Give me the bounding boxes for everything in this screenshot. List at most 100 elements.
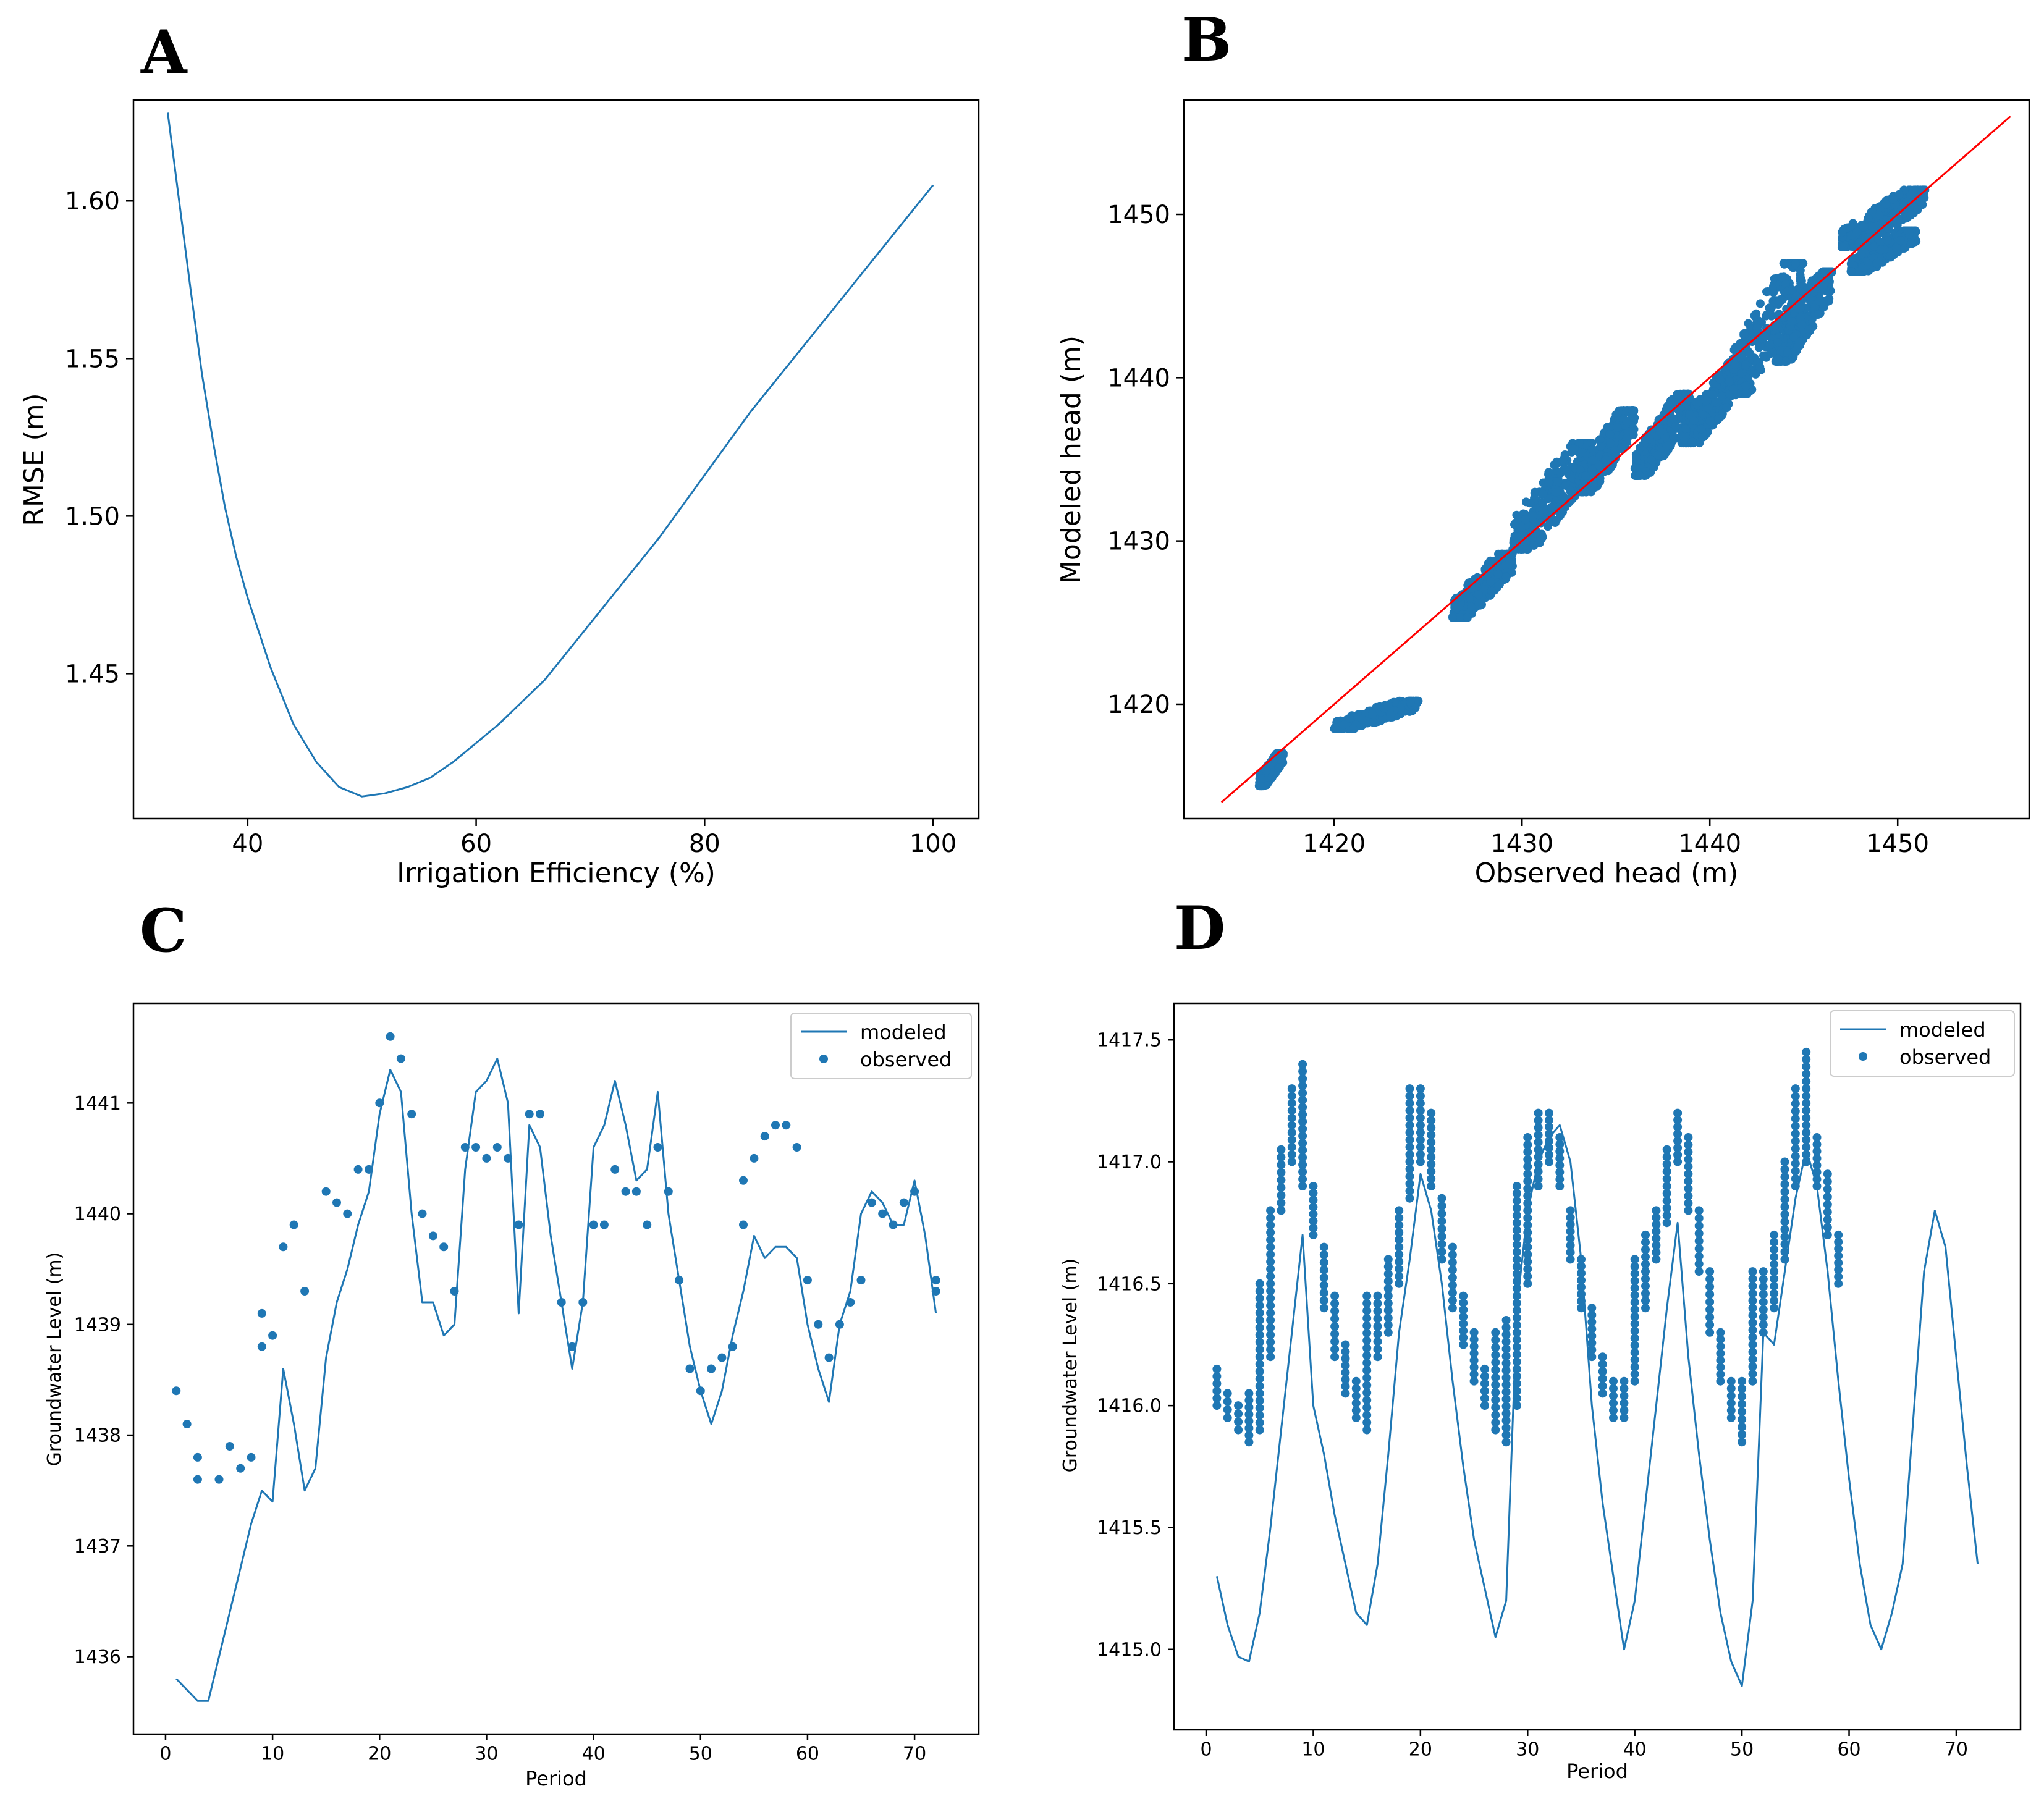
panel-d-observed-point bbox=[1545, 1136, 1553, 1145]
panel-d-observed-point bbox=[1416, 1106, 1425, 1115]
panel-d-observed-point bbox=[1770, 1245, 1779, 1254]
panel-d-observed-point bbox=[1266, 1265, 1275, 1274]
panel-b-observed-point bbox=[1358, 715, 1367, 724]
panel-d-observed-point bbox=[1341, 1375, 1350, 1384]
panel-d-xtick-label: 40 bbox=[1623, 1739, 1647, 1761]
panel-d-observed-point bbox=[1523, 1140, 1532, 1149]
panel-d-observed-point bbox=[1780, 1224, 1789, 1234]
panel-a-ytick-label: 1.50 bbox=[65, 502, 120, 531]
panel-d-observed-point bbox=[1266, 1250, 1275, 1259]
panel-d-observed-point bbox=[1255, 1381, 1264, 1391]
panel-d-observed-point bbox=[1673, 1129, 1683, 1139]
panel-b-observed-point bbox=[1739, 329, 1749, 339]
panel-d-observed-point bbox=[1309, 1210, 1318, 1219]
panel-d-observed-point bbox=[1212, 1394, 1222, 1403]
panel-b-observed-point bbox=[1773, 338, 1783, 347]
panel-d-observed-point bbox=[1823, 1223, 1832, 1232]
panel-d-observed-point bbox=[1469, 1376, 1479, 1386]
panel-b-xtick-label: 1450 bbox=[1866, 830, 1929, 858]
panel-b-observed-point bbox=[1788, 285, 1797, 295]
panel-d-observed-point bbox=[1823, 1215, 1832, 1224]
panel-c-observed-point bbox=[247, 1452, 256, 1462]
panel-c-observed-point bbox=[664, 1187, 673, 1196]
panel-d-observed-point bbox=[1716, 1335, 1725, 1344]
panel-d-observed-point bbox=[1834, 1237, 1843, 1247]
panel-d-observed-point bbox=[1620, 1391, 1629, 1401]
panel-d-observed-point bbox=[1287, 1084, 1296, 1094]
panel-d-observed-point bbox=[1791, 1159, 1800, 1168]
panel-d-observed-point bbox=[1512, 1364, 1521, 1373]
panel-d-observed-point bbox=[1523, 1206, 1532, 1215]
panel-d-observed-point bbox=[1770, 1289, 1779, 1298]
panel-d-observed-point bbox=[1534, 1116, 1543, 1125]
panel-b-observed-point bbox=[1552, 488, 1561, 497]
panel-b-observed-point bbox=[1702, 397, 1710, 406]
panel-b-observed-point bbox=[1540, 504, 1549, 513]
panel-d-observed-point bbox=[1277, 1168, 1286, 1177]
panel-d-observed-point bbox=[1555, 1174, 1565, 1184]
panel-b-observed-point bbox=[1544, 478, 1553, 487]
panel-d-observed-point bbox=[1362, 1344, 1372, 1352]
panel-d-observed-point bbox=[1566, 1248, 1575, 1257]
panel-d-observed-point bbox=[1534, 1123, 1543, 1132]
panel-d-observed-point bbox=[1748, 1296, 1757, 1305]
panel-b-observed-point bbox=[1765, 303, 1774, 313]
panel-d-observed-point bbox=[1330, 1344, 1340, 1354]
panel-d-observed-point bbox=[1255, 1418, 1264, 1427]
panel-d-observed-point bbox=[1684, 1184, 1693, 1193]
panel-b-observed-point bbox=[1796, 274, 1805, 283]
panel-b-observed-point bbox=[1797, 320, 1807, 329]
panel-d-observed-point bbox=[1501, 1366, 1511, 1375]
panel-c-observed-point bbox=[931, 1287, 940, 1296]
panel-d-observed-point bbox=[1362, 1410, 1372, 1420]
panel-d-observed-point bbox=[1383, 1270, 1393, 1278]
panel-d-observed-point bbox=[1512, 1401, 1521, 1410]
panel-d-observed-point bbox=[1448, 1265, 1457, 1275]
panel-d-observed-point bbox=[1684, 1155, 1693, 1164]
panel-d-observed-point bbox=[1437, 1216, 1446, 1226]
panel-c-ytick-label: 1436 bbox=[74, 1646, 121, 1668]
panel-d-observed-point bbox=[1791, 1121, 1800, 1131]
panel-d-observed-point bbox=[1523, 1279, 1532, 1288]
panel-d-observed-point bbox=[1373, 1314, 1382, 1323]
panel-d-observed-point bbox=[1641, 1289, 1650, 1298]
panel-d-observed-point bbox=[1416, 1136, 1425, 1144]
panel-d-observed-point bbox=[1705, 1275, 1715, 1284]
panel-d-observed-point bbox=[1491, 1351, 1500, 1360]
panel-d-observed-point bbox=[1383, 1313, 1393, 1323]
panel-d-observed-point bbox=[1287, 1142, 1296, 1152]
panel-d-observed-point bbox=[1319, 1304, 1328, 1313]
panel-b-observed-point bbox=[1859, 222, 1868, 232]
panel-d-observed-point bbox=[1351, 1391, 1361, 1401]
panel-d-observed-point bbox=[1362, 1336, 1372, 1345]
panel-d-observed-point bbox=[1330, 1321, 1340, 1331]
panel-d-observed-point bbox=[1512, 1226, 1521, 1234]
panel-c-letter: C bbox=[140, 896, 187, 966]
panel-d-observed-point bbox=[1823, 1207, 1832, 1216]
panel-d-observed-point bbox=[1501, 1323, 1511, 1332]
panel-d-observed-point bbox=[1405, 1128, 1414, 1137]
panel-d-observed-point bbox=[1234, 1417, 1243, 1426]
panel-b-observed-point bbox=[1765, 340, 1775, 349]
panel-d-observed-point bbox=[1523, 1162, 1532, 1171]
panel-c-observed-point bbox=[760, 1132, 769, 1141]
panel-b-observed-point bbox=[1737, 353, 1746, 363]
panel-d-observed-point bbox=[1738, 1399, 1747, 1409]
panel-b-observed-point bbox=[1332, 718, 1341, 727]
panel-d-observed-point bbox=[1309, 1189, 1318, 1198]
panel-d-observed-point bbox=[1491, 1365, 1500, 1375]
panel-d-observed-point bbox=[1501, 1430, 1511, 1439]
panel-d-observed-point bbox=[1566, 1234, 1575, 1243]
panel-b-observed-point bbox=[1741, 360, 1750, 369]
panel-b-observed-point bbox=[1662, 441, 1671, 450]
panel-d-observed-point bbox=[1662, 1203, 1671, 1213]
panel-b-observed-point bbox=[1894, 215, 1903, 224]
panel-d-observed-point bbox=[1427, 1145, 1436, 1154]
panel-d-observed-point bbox=[1759, 1290, 1768, 1299]
panel-d-observed-point bbox=[1383, 1276, 1393, 1286]
panel-b-ytick-label: 1450 bbox=[1107, 201, 1170, 229]
panel-c-xtick-label: 0 bbox=[159, 1743, 171, 1765]
panel-b-observed-point bbox=[1846, 267, 1856, 276]
panel-d-observed-point bbox=[1405, 1172, 1414, 1181]
panel-d-observed-point bbox=[1448, 1242, 1457, 1252]
